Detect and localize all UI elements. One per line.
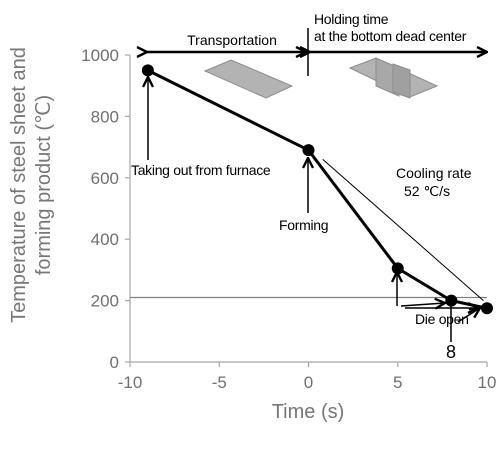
forming-label: Forming: [279, 217, 328, 233]
holding-label-line1: Holding time: [314, 11, 389, 27]
data-point: [302, 144, 315, 157]
x-tick-labels: -10 -5 0 5 10: [118, 373, 497, 392]
transportation-label: Transportation: [187, 32, 277, 48]
y-axis-label-line1: Temperature of steel sheet and: [8, 47, 30, 323]
flat-sheet-icon: [203, 59, 294, 99]
y-axis-label-line2: forming product (℃): [33, 95, 55, 275]
formed-part-icon: [348, 57, 439, 99]
y-tick-label: 0: [110, 353, 119, 372]
data-points: [141, 64, 493, 315]
x-tick-label: -10: [118, 373, 143, 392]
data-point: [141, 64, 154, 77]
y-tick-label: 1000: [81, 46, 119, 65]
die-open-label: Die open: [415, 311, 469, 327]
x-axis-label: Time (s): [272, 401, 345, 423]
y-tick-labels: 0 200 400 600 800 1000: [81, 46, 119, 372]
x-tick-label: -5: [212, 373, 227, 392]
y-tick-label: 400: [91, 230, 119, 249]
y-tick-label: 800: [91, 107, 119, 126]
x-tick-label: 5: [393, 373, 402, 392]
data-point: [481, 302, 493, 315]
die-open-arrow-2: [400, 303, 445, 306]
y-tick-label: 600: [91, 169, 119, 188]
y-tick-label: 200: [91, 292, 119, 311]
x-tick-label: 10: [478, 373, 497, 392]
x-tick-label: 0: [304, 373, 313, 392]
cooling-rate-line: [322, 159, 484, 301]
cooling-rate-label-line1: Cooling rate: [396, 165, 472, 181]
cooling-rate-label-line2: 52 ℃/s: [404, 183, 450, 199]
taking-out-label: Taking out from furnace: [131, 162, 271, 178]
x-tick-label-8: 8: [446, 342, 456, 362]
holding-label-line2: at the bottom dead center: [314, 28, 467, 44]
axes: [125, 54, 488, 367]
die-open-arrow-4: [457, 308, 480, 323]
